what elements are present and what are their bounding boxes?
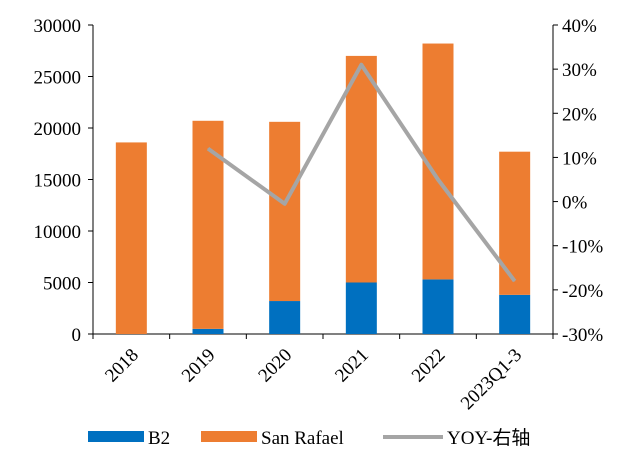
yoy-line xyxy=(206,62,517,283)
x-tick-label: 2023Q1-3 xyxy=(457,345,526,414)
bar-b2 xyxy=(269,301,301,334)
left-tick-label: 20000 xyxy=(34,119,82,140)
legend-label: San Rafael xyxy=(261,428,344,449)
legend-label: B2 xyxy=(148,428,170,449)
left-axis-ticks: 0 5000 10000 15000 20000 25000 30000 xyxy=(34,16,93,346)
legend: B2 San Rafael YOY-右轴 xyxy=(88,427,530,449)
right-tick-label: 10% xyxy=(562,148,597,169)
point-yoy xyxy=(360,64,362,66)
point-yoy xyxy=(284,203,286,205)
legend-swatch-b2 xyxy=(88,431,144,442)
right-tick-label: 0% xyxy=(562,193,588,214)
bar-san-rafael xyxy=(499,151,531,295)
bar-san-rafael xyxy=(115,142,147,334)
left-tick-label: 15000 xyxy=(34,171,82,192)
axes xyxy=(92,25,554,335)
right-tick-label: 40% xyxy=(562,16,597,37)
left-tick-label: 30000 xyxy=(34,16,82,37)
left-tick-label: 5000 xyxy=(43,274,81,295)
left-tick-label: 10000 xyxy=(34,222,82,243)
point-yoy xyxy=(514,280,516,282)
legend-label: YOY-右轴 xyxy=(447,427,530,449)
x-tick-label: 2022 xyxy=(408,345,450,387)
point-yoy xyxy=(207,148,209,150)
bar-san-rafael xyxy=(192,120,224,329)
bar-san-rafael xyxy=(345,55,377,283)
bar-b2 xyxy=(345,282,377,334)
left-tick-label: 0 xyxy=(72,325,82,346)
right-tick-label: 20% xyxy=(562,104,597,125)
right-tick-label: -20% xyxy=(562,281,603,302)
point-yoy xyxy=(437,179,439,180)
legend-swatch-san-rafael xyxy=(201,431,257,442)
x-tick-label: 2018 xyxy=(101,345,143,387)
right-tick-label: 30% xyxy=(562,60,597,81)
right-tick-label: -30% xyxy=(562,325,603,346)
bars xyxy=(115,43,531,334)
x-tick-label: 2021 xyxy=(331,345,373,387)
bar-b2 xyxy=(422,279,454,334)
left-tick-label: 25000 xyxy=(34,68,82,89)
bar-b2 xyxy=(192,328,224,334)
right-axis-ticks: -30% -20% -10% 0% 10% 20% 30% 40% xyxy=(553,16,603,346)
right-tick-label: -10% xyxy=(562,237,603,258)
bar-san-rafael xyxy=(269,121,301,302)
x-tick-label: 2019 xyxy=(178,345,220,387)
x-axis-ticks: 2018 2019 2020 2021 2022 2023Q1-3 xyxy=(92,334,554,414)
x-tick-label: 2020 xyxy=(254,345,296,387)
bar-b2 xyxy=(499,294,531,334)
